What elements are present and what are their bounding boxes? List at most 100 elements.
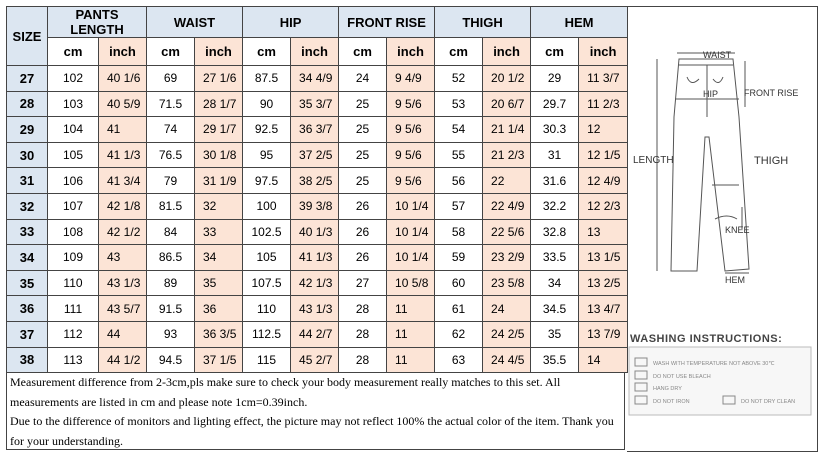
size-cell: 31 (6, 167, 48, 194)
wash-icon (634, 370, 648, 380)
data-row: 34 109 43 86.5 34 105 41 1/3 26 10 1/4 59 23 2/9 33… (6, 244, 629, 271)
value-cell: 28 1/7 (193, 90, 244, 118)
value-cell: 35 3/7 (290, 90, 340, 118)
value-cell: 42 1/8 (98, 192, 147, 220)
label: HIP (703, 89, 718, 99)
value-cell: 26 (338, 192, 388, 220)
value-cell: 27 1/6 (193, 65, 244, 92)
wash-label: DO NOT IRON (653, 399, 690, 405)
value-cell: 58 (434, 218, 484, 246)
value-cell: 40 5/9 (98, 90, 147, 118)
value-cell: 112 (47, 320, 99, 348)
value-cell: 76.5 (146, 141, 195, 169)
value-cell: 26 (338, 218, 388, 246)
value-cell: 115 (242, 346, 292, 374)
value-cell: 74 (146, 116, 195, 143)
value-cell: 44 (98, 320, 147, 348)
header-row: SIZE PANTS LENGTH WAIST HIP FRONT RISE THIGH H… (6, 6, 629, 66)
value-cell: 12 2/3 (578, 192, 629, 220)
value-cell: 38 2/5 (290, 167, 340, 194)
value-cell: 61 (434, 295, 484, 322)
value-cell: 12 1/5 (578, 141, 629, 169)
value-cell: 21 2/3 (482, 141, 532, 169)
value-cell: 43 1/3 (290, 295, 340, 322)
wash-label: WASH WITH TEMPERATURE NOT ABOVE 30℃ (653, 361, 775, 367)
value-cell: 27 (338, 269, 388, 297)
value-cell: 110 (47, 269, 99, 297)
value-cell: 40 1/3 (290, 218, 340, 246)
value-cell: 54 (434, 116, 484, 143)
value-cell: 43 (98, 244, 147, 271)
value-cell: 37 1/5 (193, 346, 244, 374)
value-cell: 79 (146, 167, 195, 194)
value-cell: 29 1/7 (193, 116, 244, 143)
value-cell: 24 2/5 (482, 320, 532, 348)
data-row: 28 103 40 5/9 71.5 28 1/7 90 35 3/7 25 9 5/6 53 20… (6, 90, 629, 118)
value-cell: 24 (482, 295, 532, 322)
value-cell: 30.3 (530, 116, 580, 143)
data-row: 29 104 41 74 29 1/7 92.5 36 3/7 25 9 5/6 54 21 1/4… (6, 116, 629, 143)
value-cell: 22 4/9 (482, 192, 532, 220)
value-cell: 52 (434, 65, 484, 92)
value-cell: 36 3/7 (290, 116, 340, 143)
value-cell: 25 (338, 167, 388, 194)
value-cell: 28 (338, 320, 388, 348)
data-row: 35 110 43 1/3 89 35 107.5 42 1/3 27 10 5/8 60 23 5… (6, 269, 629, 297)
value-cell: 34.5 (530, 295, 580, 322)
value-cell: 12 (578, 116, 629, 143)
value-cell: 111 (47, 295, 99, 322)
wash-label: DO NOT DRY CLEAN (741, 399, 795, 405)
value-cell: 105 (242, 244, 292, 271)
size-cell: 33 (6, 218, 48, 246)
side-panel: WAIST HIP FRONT RISE LENGTH THIGH KNEE H… (627, 6, 818, 452)
value-cell: 31 1/9 (193, 167, 244, 194)
data-row: 37 112 44 93 36 3/5 112.5 44 2/7 28 11 62 24 2/5 35… (6, 320, 629, 348)
value-cell: 36 (193, 295, 244, 322)
value-cell: 9 5/6 (386, 116, 436, 143)
value-cell: 24 4/5 (482, 346, 532, 374)
note: Measurement difference from 2-3cm,pls ma… (10, 375, 561, 409)
value-cell: 41 3/4 (98, 167, 147, 194)
value-cell: 43 1/3 (98, 269, 147, 297)
value-cell: 56 (434, 167, 484, 194)
value-cell: 11 (386, 295, 436, 322)
wash-icon (634, 382, 648, 392)
value-cell: 20 6/7 (482, 90, 532, 118)
value-cell: 20 1/2 (482, 65, 532, 92)
value-cell: 9 5/6 (386, 141, 436, 169)
unit-header: cm (434, 37, 484, 66)
value-cell: 13 1/5 (578, 244, 629, 271)
value-cell: 37 2/5 (290, 141, 340, 169)
data-row: 36 111 43 5/7 91.5 36 110 43 1/3 28 11 61 24 34.5 13… (6, 295, 629, 322)
value-cell: 10 1/4 (386, 244, 436, 271)
unit-header: inch (578, 37, 629, 66)
value-cell: 57 (434, 192, 484, 220)
value-cell: 13 2/5 (578, 269, 629, 297)
size-cell: 35 (6, 269, 48, 297)
value-cell: 10 1/4 (386, 218, 436, 246)
value-cell: 25 (338, 116, 388, 143)
value-cell: 97.5 (242, 167, 292, 194)
value-cell: 81.5 (146, 192, 195, 220)
size-cell: 28 (6, 90, 48, 118)
value-cell: 95 (242, 141, 292, 169)
value-cell: 92.5 (242, 116, 292, 143)
value-cell: 28 (338, 295, 388, 322)
value-cell: 23 5/8 (482, 269, 532, 297)
value-cell: 13 (578, 218, 629, 246)
value-cell: 10 1/4 (386, 192, 436, 220)
value-cell: 42 1/3 (290, 269, 340, 297)
value-cell: 12 4/9 (578, 167, 629, 194)
value-cell: 91.5 (146, 295, 195, 322)
value-cell: 21 1/4 (482, 116, 532, 143)
value-cell: 35 (530, 320, 580, 348)
washing-items: WASH WITH TEMPERATURE NOT ABOVE 30℃ DO NO… (634, 357, 795, 405)
data-row: 32 107 42 1/8 81.5 32 100 39 3/8 26 10 1/4 57 22 4… (6, 192, 629, 220)
value-cell: 31.6 (530, 167, 580, 194)
label: THIGH (754, 155, 788, 167)
size-cell: 36 (6, 295, 48, 322)
value-cell: 41 1/3 (98, 141, 147, 169)
value-cell: 87.5 (242, 65, 292, 92)
size-cell: 32 (6, 192, 48, 220)
notes: Measurement difference from 2-3cm,pls ma… (6, 372, 625, 450)
